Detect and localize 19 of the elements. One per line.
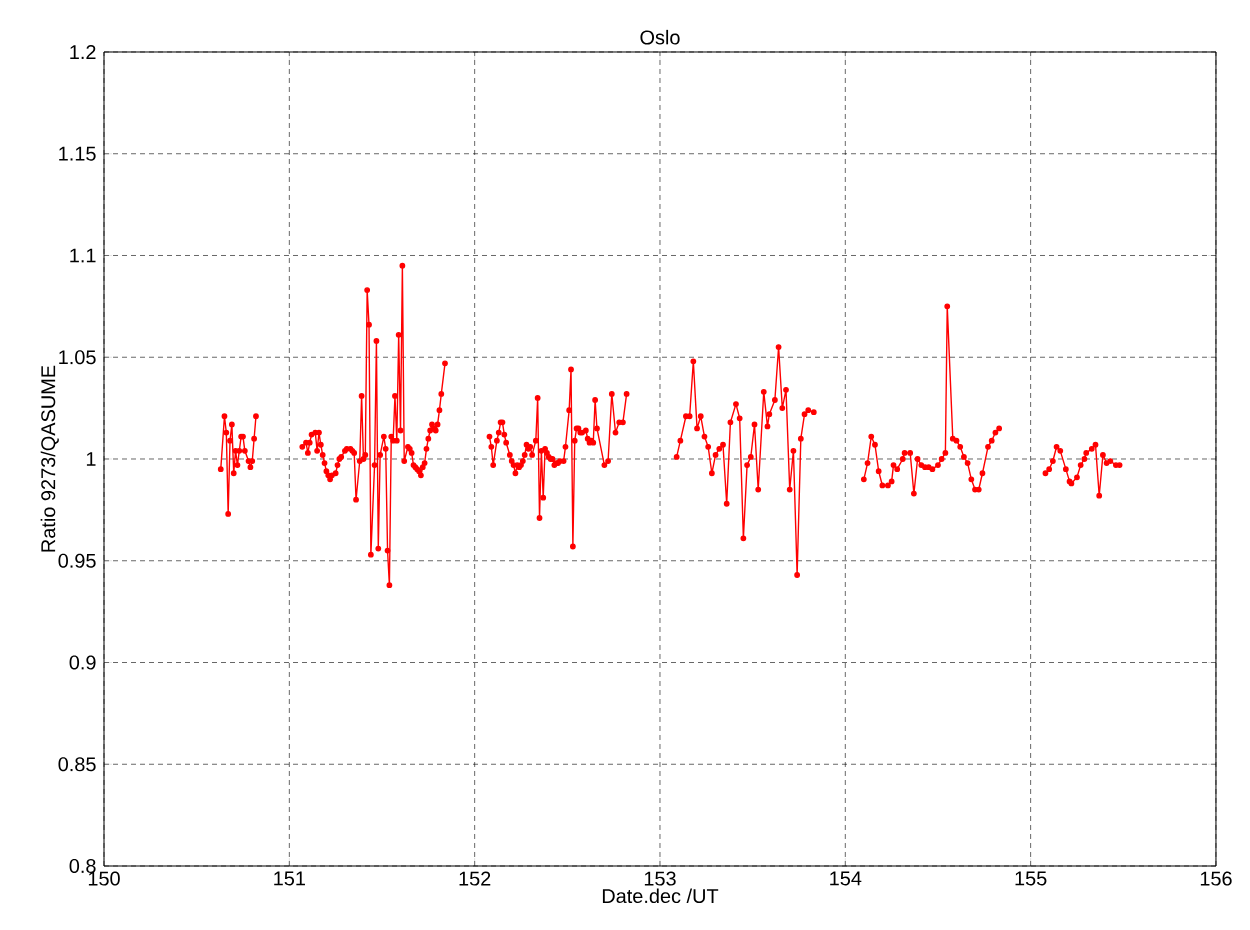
y-tick-label: 1.05 bbox=[59, 350, 96, 365]
x-tick-label: 154 bbox=[830, 871, 862, 886]
y-tick-label: 1.2 bbox=[70, 45, 96, 59]
y-tick-label: 1.15 bbox=[59, 146, 96, 161]
y-tick-label: 0.95 bbox=[58, 553, 96, 568]
y-axis-title: Ratio 9273/QASUME bbox=[40, 365, 59, 552]
x-tick-label: 151 bbox=[274, 871, 305, 886]
y-tick-label: 1 bbox=[86, 452, 96, 466]
x-tick-label: 155 bbox=[1015, 871, 1047, 886]
x-tick-label: 152 bbox=[459, 871, 491, 886]
y-tick-label: 0.8 bbox=[69, 858, 96, 874]
x-tick-label: 156 bbox=[1200, 871, 1232, 886]
y-tick-label: 0.85 bbox=[58, 757, 96, 772]
chart-title: Oslo bbox=[640, 29, 680, 45]
x-axis-title: Date.dec /UT bbox=[602, 888, 719, 904]
x-tick-label: 153 bbox=[644, 871, 676, 886]
x-tick-label: 150 bbox=[88, 871, 120, 886]
y-tick-label: 1.1 bbox=[70, 248, 96, 263]
y-tick-label: 0.9 bbox=[69, 655, 96, 670]
